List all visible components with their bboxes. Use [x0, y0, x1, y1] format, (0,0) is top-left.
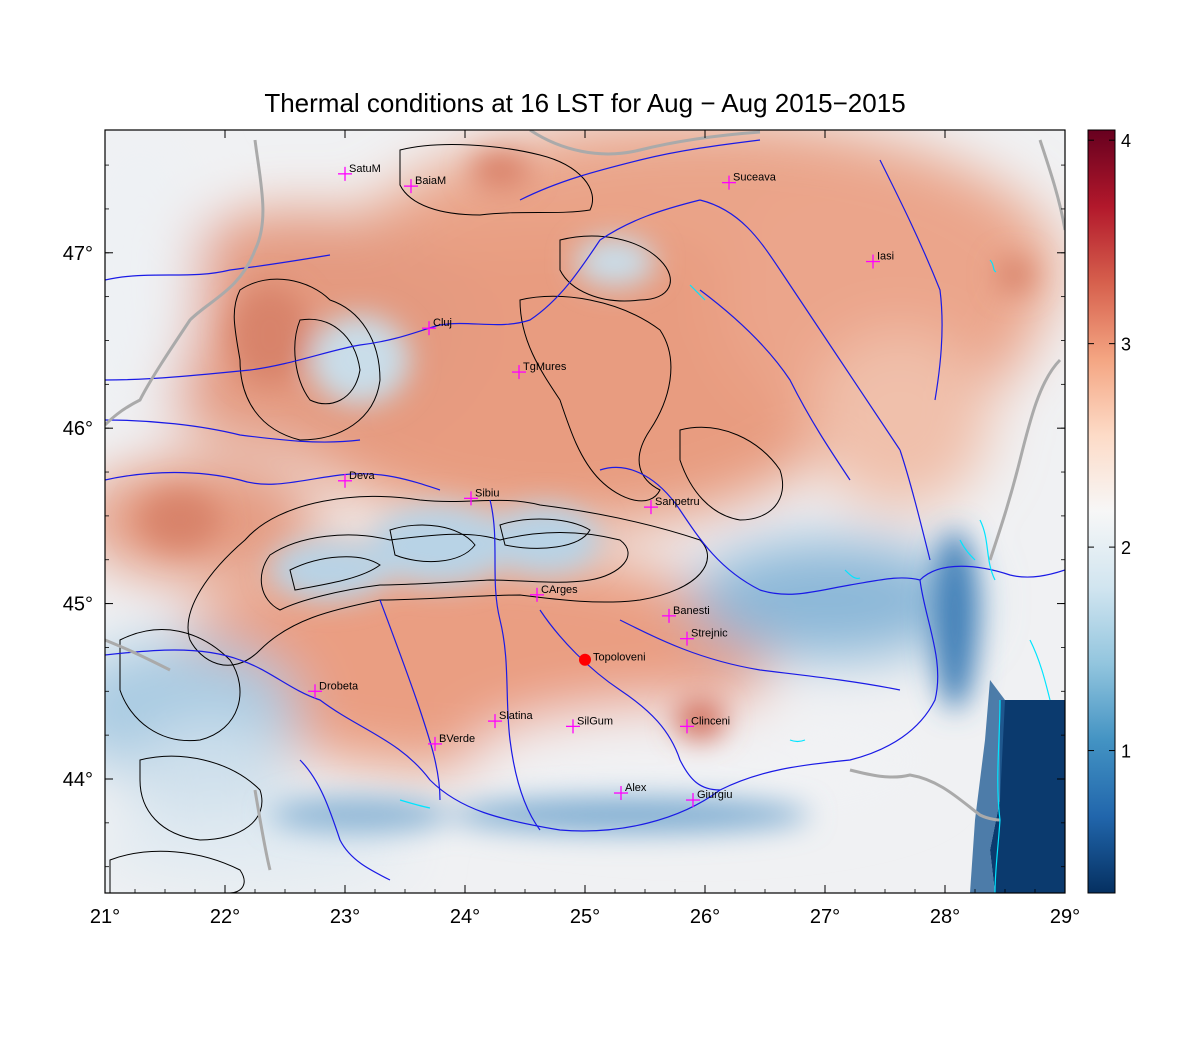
station-label: BaiaM — [415, 175, 446, 187]
colorbar-tick-label: 2 — [1121, 538, 1131, 558]
colorbar-tick-label: 4 — [1121, 131, 1131, 151]
station-label: Banesti — [673, 605, 710, 617]
lon-tick-label: 26° — [690, 906, 720, 928]
station-label: Alex — [625, 782, 647, 794]
station-sanpetru: Sanpetru — [644, 496, 700, 515]
colorbar-ticks: 1 2 3 4 — [1088, 131, 1131, 762]
station-label: Cluj — [433, 317, 452, 329]
lat-tick-label: 46° — [63, 418, 93, 440]
highlight-marker — [579, 653, 591, 666]
lon-tick-label: 21° — [90, 906, 120, 928]
highlight-site: Topoloveni — [579, 652, 646, 666]
station-label: Strejnic — [691, 628, 728, 640]
station-label: Deva — [349, 470, 376, 482]
station-markers: SatuM BaiaM Suceava Iasi Cluj TgMures Deva Sibi… — [308, 163, 894, 808]
station-suceava: Suceava — [722, 172, 777, 190]
station-label: Clinceni — [691, 715, 730, 727]
station-label: Slatina — [499, 710, 534, 722]
station-slatina: Slatina — [488, 710, 534, 729]
station-label: SatuM — [349, 163, 381, 175]
colorbar-tick-label: 3 — [1121, 335, 1131, 355]
lat-tick-label: 47° — [63, 243, 93, 265]
station-label: CArges — [541, 584, 578, 596]
highlight-label: Topoloveni — [593, 652, 646, 664]
lakes-coastline — [399, 259, 1051, 893]
black-sea — [990, 700, 1065, 893]
station-sibiu: Sibiu — [464, 487, 499, 506]
lon-tick-label: 23° — [330, 906, 360, 928]
lon-tick-label: 25° — [570, 906, 600, 928]
axis-ticks: 21° 22° 23° 24° 25° 26° 27° 28° 29° 44° 45° 46° 47° — [63, 130, 1080, 928]
station-label: Giurgiu — [697, 789, 732, 801]
lon-tick-label: 29° — [1050, 906, 1080, 928]
temperature-field — [105, 130, 1065, 893]
station-banesti: Banesti — [662, 605, 710, 623]
station-label: Suceava — [733, 172, 777, 184]
lon-tick-label: 24° — [450, 906, 480, 928]
station-bverde: BVerde — [428, 733, 475, 751]
station-silgum: SilGum — [566, 715, 613, 734]
station-baiam: BaiaM — [404, 175, 446, 194]
station-label: Iasi — [877, 251, 894, 263]
colorbar — [1087, 129, 1116, 894]
station-giurgiu: Giurgiu — [686, 789, 732, 808]
colorbar-tick-label: 1 — [1121, 742, 1131, 762]
station-label: SilGum — [577, 715, 613, 727]
station-alex: Alex — [614, 782, 647, 801]
station-deva: Deva — [338, 470, 376, 488]
lon-tick-label: 27° — [810, 906, 840, 928]
station-label: BVerde — [439, 733, 475, 745]
rivers — [105, 139, 1065, 881]
station-label: Drobeta — [319, 680, 359, 692]
lat-tick-label: 44° — [63, 769, 93, 791]
station-iasi: Iasi — [866, 251, 894, 269]
lon-tick-label: 22° — [210, 906, 240, 928]
station-satum: SatuM — [338, 163, 381, 181]
station-tgmures: TgMures — [512, 361, 567, 380]
station-strejnic: Strejnic — [680, 628, 728, 646]
station-clinceni: Clinceni — [680, 715, 730, 734]
elevation-contours — [109, 144, 784, 893]
lon-tick-label: 28° — [930, 906, 960, 928]
station-label: Sibiu — [475, 487, 499, 499]
station-label: TgMures — [523, 361, 567, 373]
station-drobeta: Drobeta — [308, 680, 359, 699]
map-title: Thermal conditions at 16 LST for Aug − A… — [264, 88, 906, 118]
station-label: Sanpetru — [655, 496, 700, 508]
station-cluj: Cluj — [422, 317, 452, 336]
station-carges: CArges — [530, 584, 578, 602]
lat-tick-label: 45° — [63, 594, 93, 616]
country-borders — [105, 130, 1065, 871]
